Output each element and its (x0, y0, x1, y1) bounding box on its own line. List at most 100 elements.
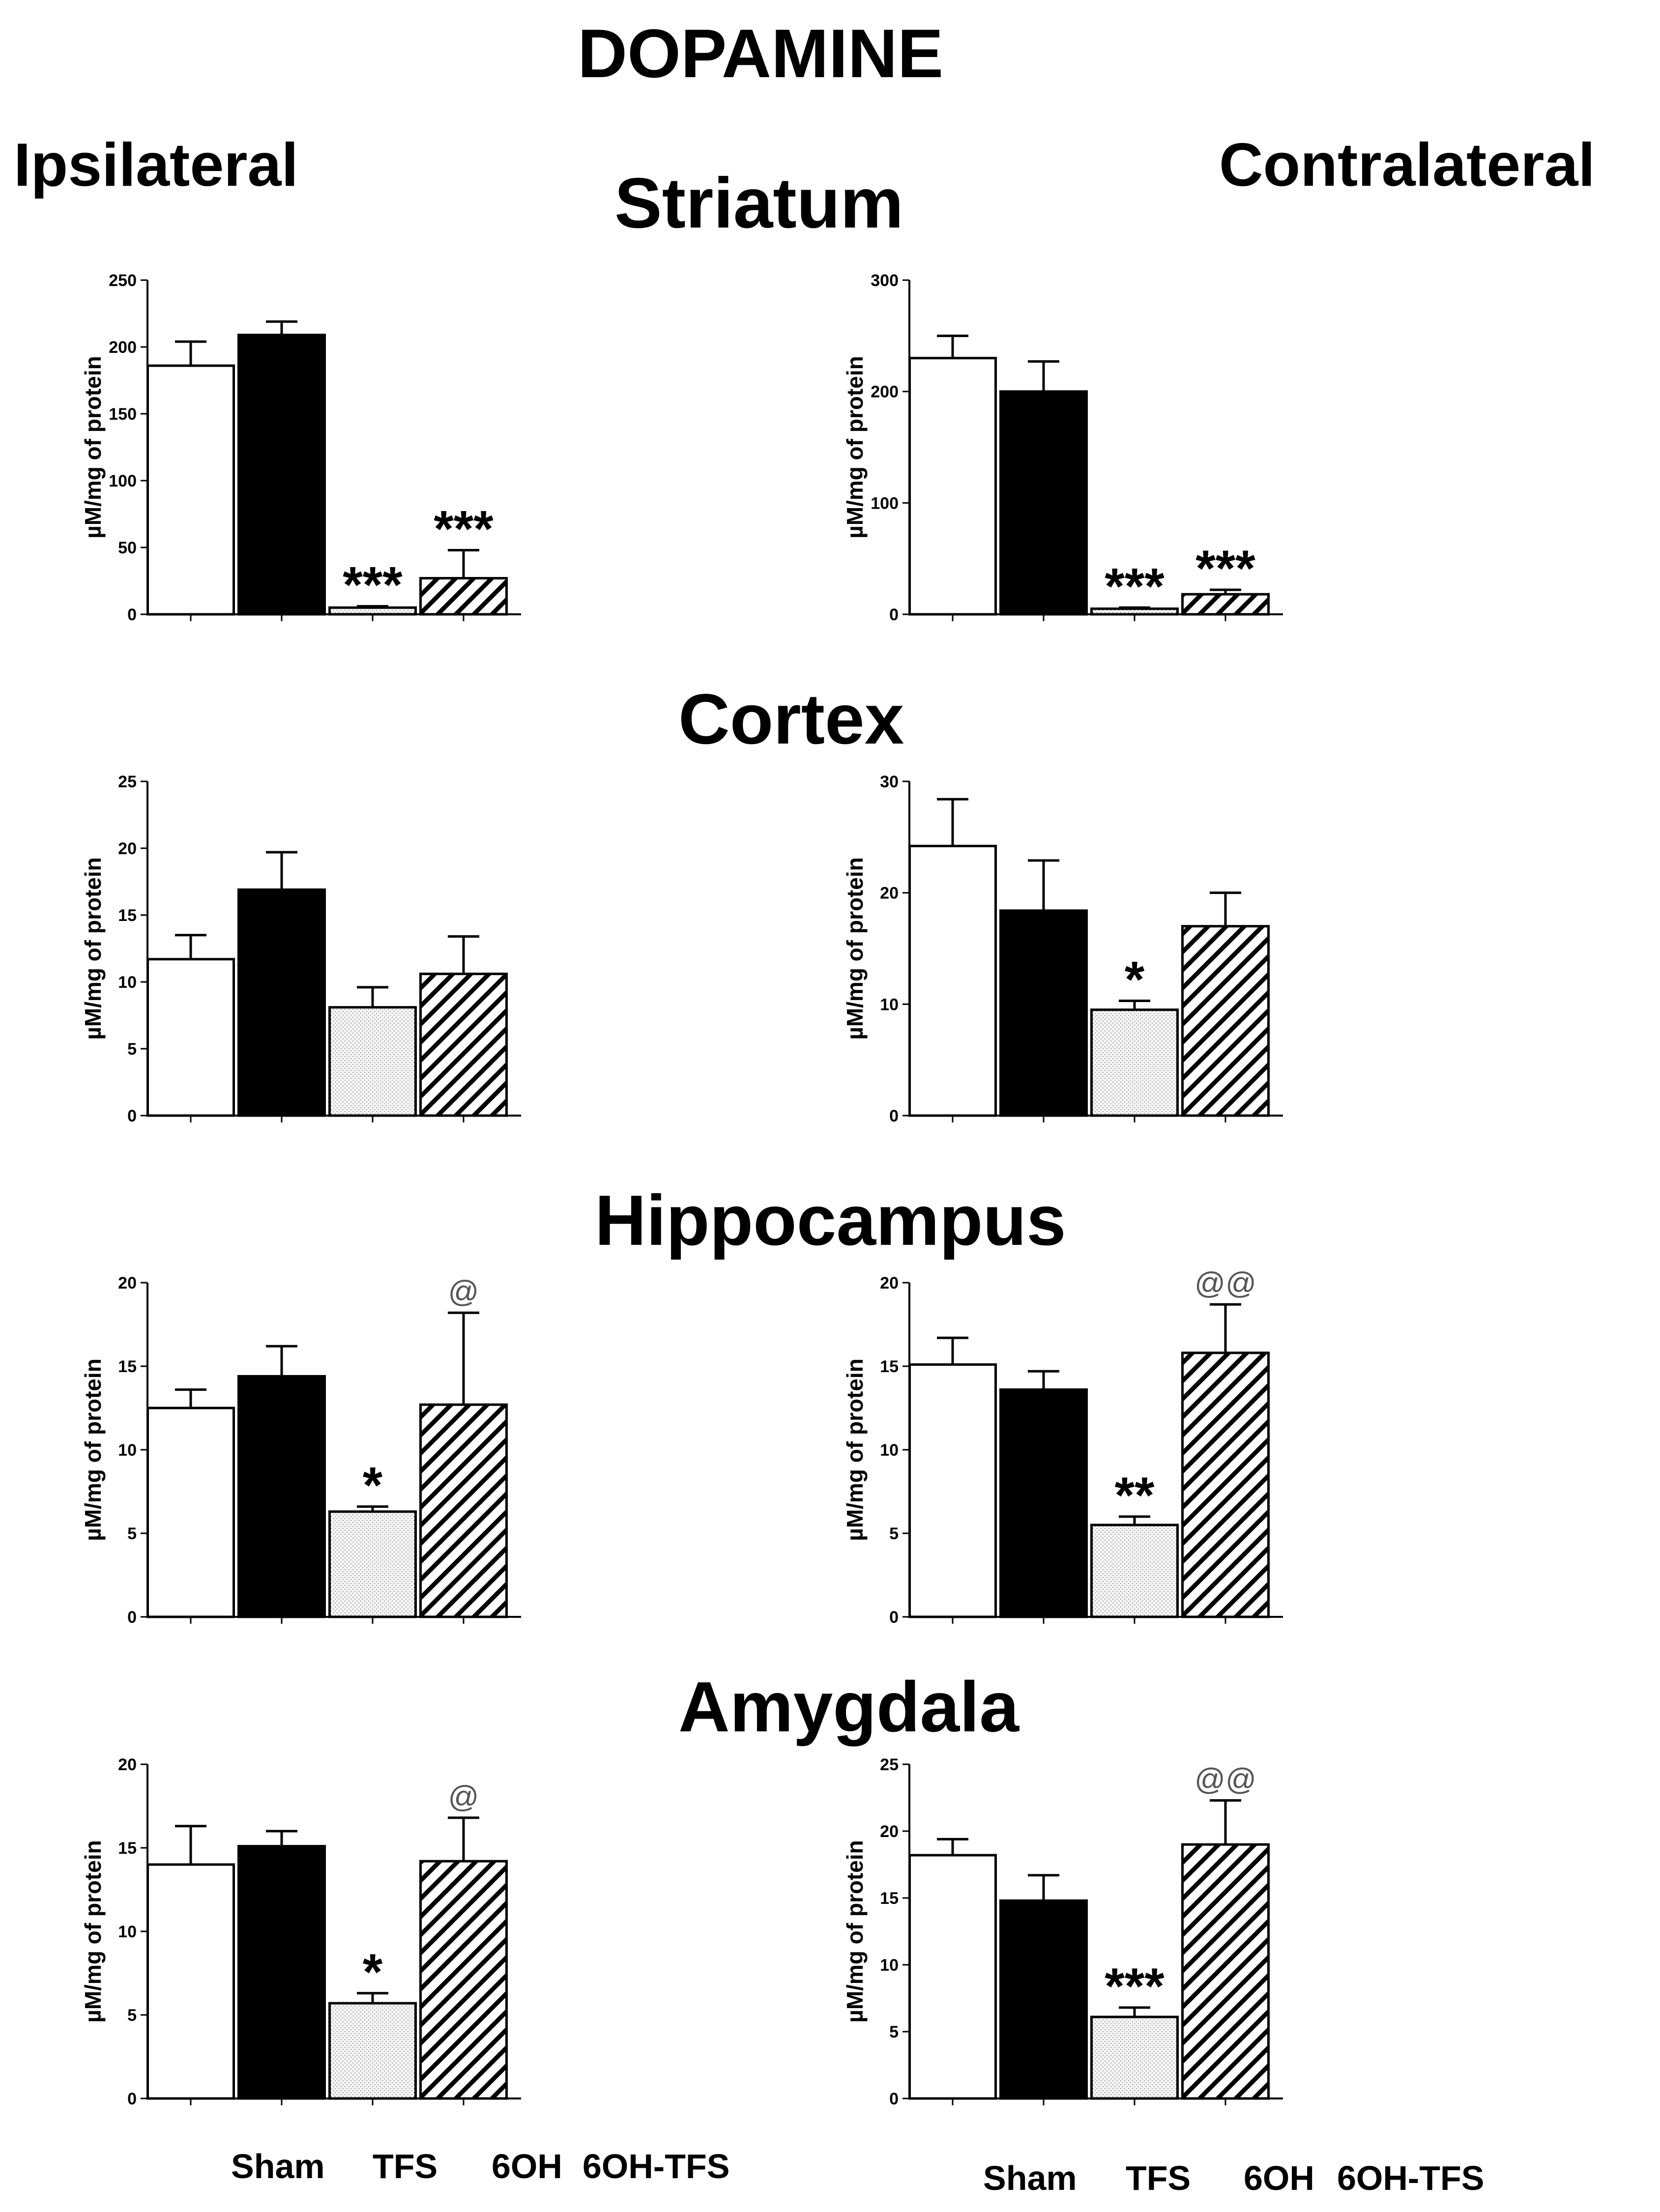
y-tick-label: 5 (889, 2023, 899, 2041)
bar-6oh-tfs (1181, 1843, 1270, 2100)
bar-chart-striatum-contralateral: 0 100 200 300 µM/mg of protein *** *** (842, 271, 1283, 624)
y-tick-label: 15 (118, 1357, 137, 1376)
bar-6oh-tfs (419, 1403, 508, 1618)
y-axis-label: µM/mg of protein (80, 1840, 106, 2022)
bar-tfs (237, 334, 326, 616)
ipsilateral-heading: Ipsilateral (14, 131, 298, 199)
y-tick-label: 200 (871, 383, 899, 402)
significance-marker-6oh: *** (343, 557, 403, 614)
bar-6oh (1090, 2015, 1179, 2100)
significance-marker-6oh-tfs: @ (448, 1275, 479, 1309)
bar-6oh-tfs (1181, 593, 1270, 616)
bar-tfs (999, 1388, 1088, 1618)
y-tick-label: 0 (889, 605, 899, 624)
y-tick-label: 20 (118, 1274, 137, 1293)
bar-tfs (237, 888, 326, 1117)
y-tick-label: 20 (118, 1755, 137, 1774)
bar-chart-amygdala-contralateral: 0 5 10 15 20 25 µM/mg of protein *** @@ (842, 1755, 1283, 2108)
category-label-sham-left: Sham (231, 2147, 325, 2185)
y-axis-label: µM/mg of protein (842, 1840, 868, 2022)
bar-chart-striatum-ipsilateral: 0 50 100 150 200 250 µM/mg of protein *** *** (80, 271, 521, 624)
y-tick-label: 150 (109, 405, 137, 424)
y-axis-label: µM/mg of protein (842, 857, 868, 1039)
y-tick-label: 200 (109, 338, 137, 357)
category-label-6oh-tfs-left: 6OH-TFS (582, 2147, 730, 2185)
region-title-cortex: Cortex (678, 679, 904, 759)
category-label-tfs-right: TFS (1126, 2159, 1191, 2197)
bar-chart-cortex-ipsilateral: 0 5 10 15 20 25 µM/mg of protein (80, 773, 521, 1125)
significance-marker-6oh: * (1125, 951, 1145, 1008)
bar-tfs (237, 1375, 326, 1618)
bar-6oh (328, 1510, 417, 1618)
region-title-hippocampus: Hippocampus (595, 1180, 1066, 1260)
y-tick-label: 0 (889, 2090, 899, 2108)
y-axis-label: µM/mg of protein (80, 857, 106, 1039)
bar-sham (146, 1863, 235, 2100)
bar-sham (146, 958, 235, 1117)
y-tick-label: 25 (118, 773, 137, 791)
y-tick-label: 20 (880, 1274, 899, 1293)
y-tick-label: 30 (880, 773, 899, 791)
y-tick-label: 0 (127, 2090, 137, 2108)
bar-6oh-tfs (1181, 1351, 1270, 1618)
figure-title: DOPAMINE (578, 15, 944, 92)
y-tick-label: 0 (127, 605, 137, 624)
y-axis-label: µM/mg of protein (842, 356, 868, 538)
bar-sham (146, 364, 235, 616)
y-tick-label: 5 (127, 1524, 137, 1543)
category-label-sham-right: Sham (983, 2159, 1077, 2197)
y-tick-label: 10 (880, 1441, 899, 1460)
bar-sham (908, 357, 997, 616)
bar-tfs (237, 1845, 326, 2100)
y-tick-label: 20 (880, 1822, 899, 1841)
contralateral-heading: Contralateral (1219, 131, 1595, 199)
y-tick-label: 0 (127, 1107, 137, 1125)
significance-marker-6oh: *** (1105, 558, 1165, 615)
significance-marker-6oh-tfs: *** (434, 500, 494, 557)
significance-marker-6oh: * (363, 1944, 383, 2001)
bar-sham (146, 1407, 235, 1618)
y-tick-label: 50 (118, 539, 137, 557)
bar-6oh-tfs (419, 973, 508, 1117)
category-label-6oh-right: 6OH (1244, 2159, 1314, 2197)
y-tick-label: 0 (889, 1107, 899, 1125)
y-tick-label: 5 (889, 1524, 899, 1543)
significance-marker-6oh-tfs: @@ (1194, 1266, 1256, 1300)
y-tick-label: 300 (871, 271, 899, 290)
bar-6oh (1090, 1008, 1179, 1117)
category-label-tfs-left: TFS (373, 2147, 438, 2185)
bar-6oh-tfs (419, 1860, 508, 2100)
significance-marker-6oh-tfs: @@ (1194, 1762, 1256, 1796)
y-tick-label: 0 (127, 1608, 137, 1627)
y-tick-label: 10 (880, 995, 899, 1014)
y-tick-label: 0 (889, 1608, 899, 1627)
significance-marker-6oh: * (363, 1457, 383, 1514)
y-axis-label: µM/mg of protein (842, 1358, 868, 1541)
bar-6oh (1090, 1523, 1179, 1618)
significance-marker-6oh-tfs: @ (448, 1780, 479, 1814)
y-axis-label: µM/mg of protein (80, 1358, 106, 1541)
category-label-6oh-left: 6OH (492, 2147, 562, 2185)
bar-chart-hippocampus-ipsilateral: 0 5 10 15 20 µM/mg of protein * @ (80, 1274, 521, 1627)
y-tick-label: 15 (880, 1889, 899, 1908)
y-tick-label: 100 (109, 472, 137, 490)
bar-tfs (999, 1899, 1088, 2100)
bar-sham (908, 844, 997, 1117)
y-tick-label: 10 (118, 973, 137, 992)
y-tick-label: 250 (109, 271, 137, 290)
y-tick-label: 25 (880, 1755, 899, 1774)
bar-chart-cortex-contralateral: 0 10 20 30 µM/mg of protein * (842, 773, 1283, 1125)
y-tick-label: 5 (127, 1040, 137, 1059)
y-tick-label: 10 (880, 1956, 899, 1975)
y-tick-label: 20 (118, 839, 137, 858)
bar-tfs (999, 909, 1088, 1117)
bar-6oh (328, 2002, 417, 2100)
y-tick-label: 10 (118, 1923, 137, 1941)
region-title-amygdala: Amygdala (678, 1667, 1019, 1747)
region-title-striatum: Striatum (614, 163, 904, 243)
bar-chart-hippocampus-contralateral: 0 5 10 15 20 µM/mg of protein ** @@ (842, 1266, 1283, 1627)
y-tick-label: 100 (871, 494, 899, 513)
y-tick-label: 10 (118, 1441, 137, 1460)
y-axis-label: µM/mg of protein (80, 356, 106, 538)
y-tick-label: 20 (880, 884, 899, 903)
